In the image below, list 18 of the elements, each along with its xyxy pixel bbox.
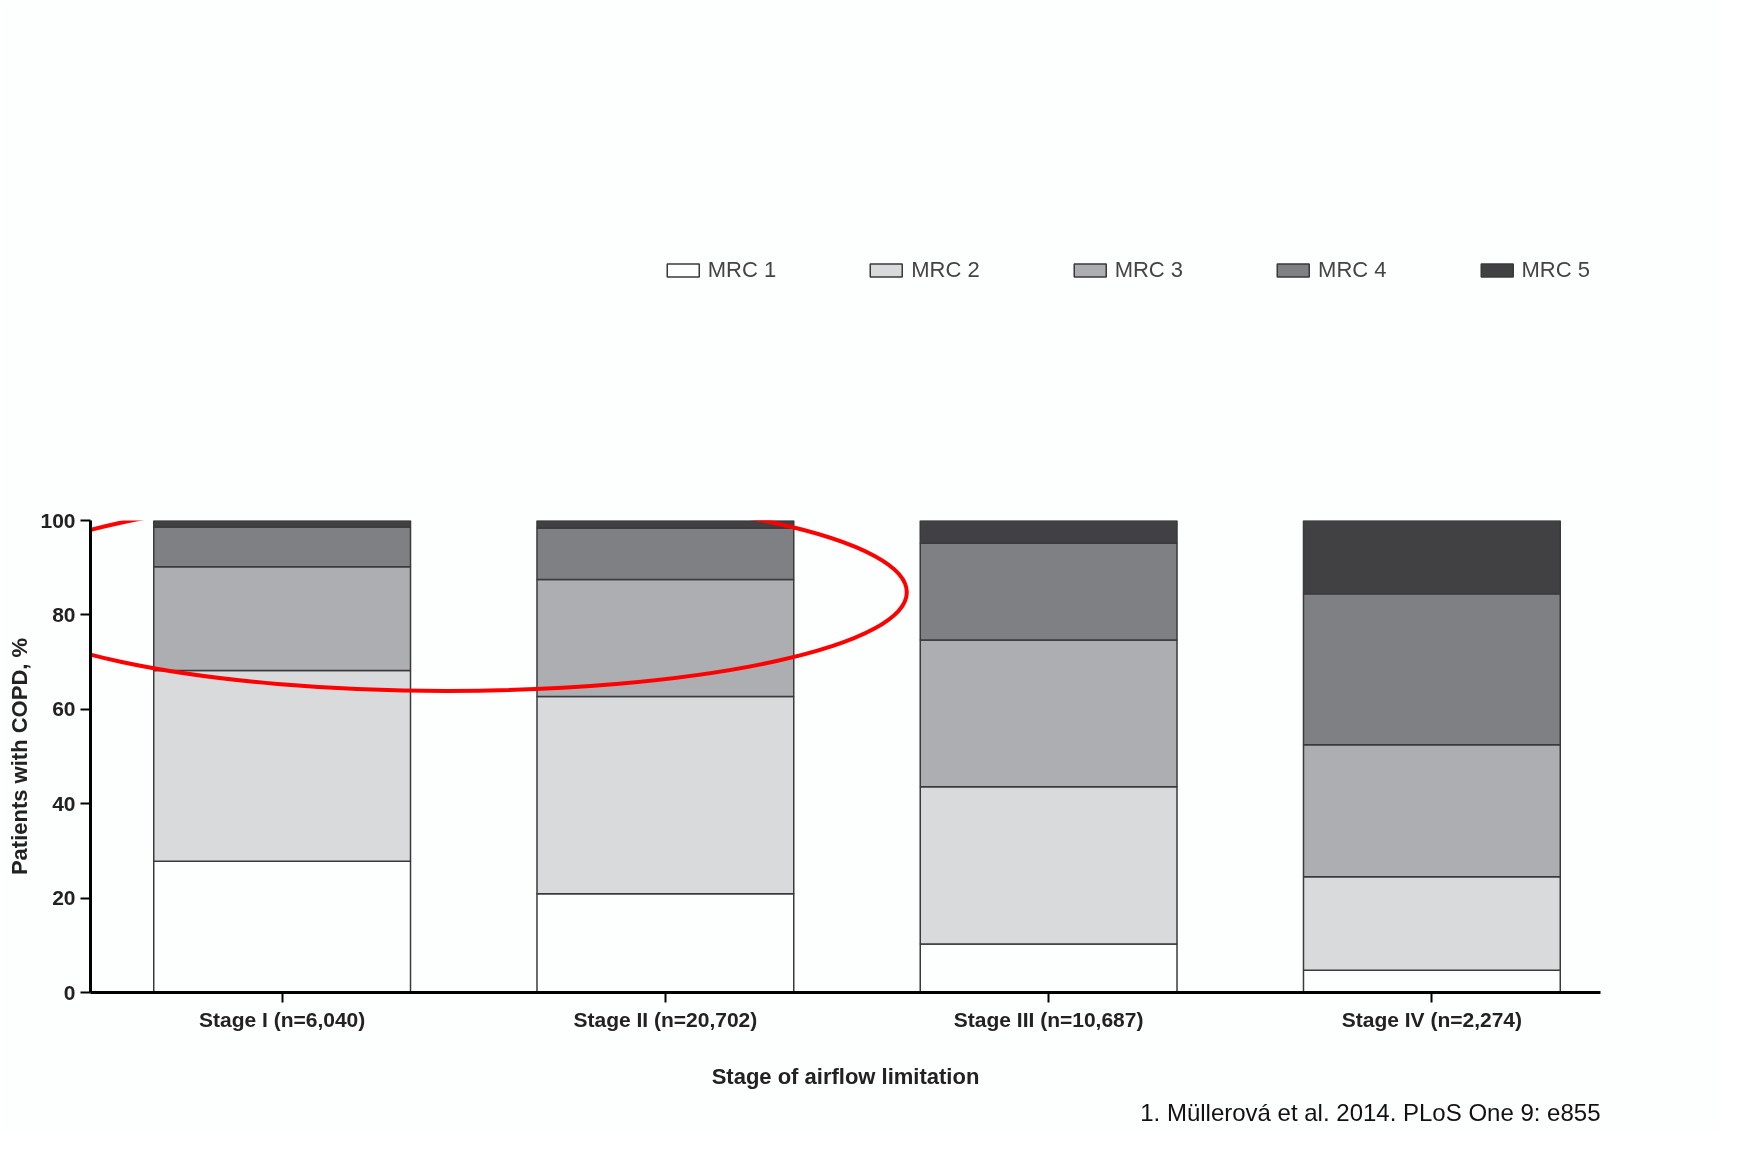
x-tick-label: Stage III (n=10,687) [953, 1007, 1144, 1031]
y-tick-label: 60 [52, 697, 76, 721]
text: 1. Müllerová et al. 2014. PLoS One 9: e855 [1140, 1098, 1601, 1126]
legend-label: MRC 4 [1318, 257, 1387, 283]
y-axis-title: Patients with COPD, % [7, 637, 33, 876]
legend-label: MRC 5 [1521, 257, 1590, 283]
x-tick-label: Stage II (n=20,702) [573, 1007, 758, 1031]
x-axis-title: Stage of airflow limitation [711, 1063, 980, 1089]
y-tick-label: 0 [63, 980, 76, 1004]
y-tick-label: 80 [52, 602, 76, 626]
y-tick-label: 40 [52, 791, 76, 815]
legend-label: MRC 3 [1114, 257, 1184, 283]
x-tick-label: Stage IV (n=2,274) [1341, 1007, 1523, 1031]
x-tick-label: Stage I (n=6,040) [198, 1007, 366, 1031]
y-tick-label: 20 [52, 886, 76, 910]
legend-label: MRC 1 [707, 257, 777, 283]
legend-label: MRC 2 [911, 257, 980, 283]
y-tick-label: 100 [40, 508, 76, 532]
